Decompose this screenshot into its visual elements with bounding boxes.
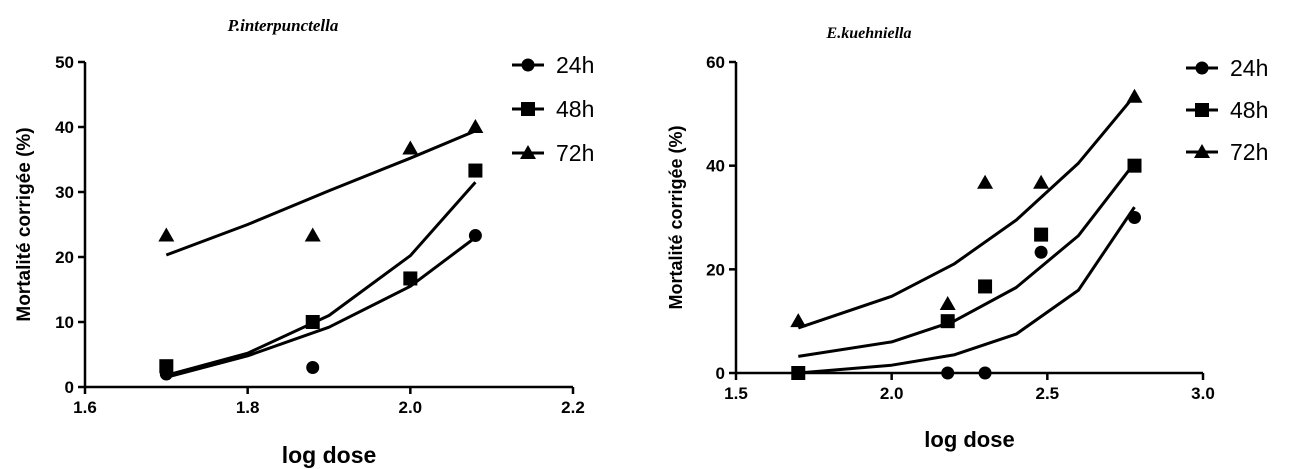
x-axis-label: log dose — [924, 427, 1014, 452]
fit-curve-72h — [165, 129, 476, 257]
data-point-72h — [1033, 174, 1050, 189]
fit-curve-48h — [165, 181, 477, 377]
data-point-48h — [1127, 158, 1142, 173]
data-point-48h — [305, 315, 320, 329]
x-tick-label: 2.0 — [399, 398, 423, 417]
fit-curve-24h — [798, 206, 1136, 375]
legend-marker-24h — [1195, 61, 1209, 75]
y-tick-label: 20 — [706, 260, 725, 279]
y-axis-label: Mortalité corrigée (%) — [14, 127, 35, 321]
y-tick-label: 60 — [706, 53, 725, 72]
y-tick-label: 10 — [55, 313, 74, 332]
y-tick-label: 30 — [55, 183, 74, 202]
y-tick-label: 0 — [65, 378, 74, 397]
data-point-72h — [1126, 88, 1143, 103]
x-tick-label: 2.0 — [880, 384, 904, 403]
legend-label-24h: 24h — [1230, 55, 1268, 81]
data-point-24h — [1128, 211, 1142, 224]
legend-marker-72h — [1194, 144, 1210, 158]
chart-panel-2: E.kuehniella 0 20 40 60 1.5 2.0 2.5 3.0 log dose M… — [666, 25, 1268, 452]
legend-marker-48h — [521, 102, 535, 116]
chart-panel-1: P.interpunctella 0 10 20 30 40 50 1.6 1.8 2.0 2.2 l… — [14, 16, 594, 468]
data-point-24h — [978, 366, 992, 380]
x-tick-label: 2.5 — [1036, 384, 1060, 403]
data-point-72h — [467, 119, 484, 133]
data-point-48h — [978, 279, 993, 294]
data-point-24h — [941, 366, 955, 380]
data-point-72h — [939, 296, 956, 311]
fit-curve-48h — [798, 162, 1136, 358]
data-point-72h — [790, 313, 807, 328]
data-point-72h — [977, 174, 994, 189]
data-point-24h — [306, 361, 320, 374]
data-point-48h — [791, 366, 806, 380]
x-tick-label: 3.0 — [1191, 384, 1215, 403]
y-axis-label: Mortalité corrigée (%) — [666, 125, 686, 309]
data-point-24h — [468, 229, 482, 243]
y-tick-label: 40 — [55, 118, 74, 137]
fit-curve-24h — [165, 236, 477, 379]
fit-curve-72h — [797, 94, 1136, 330]
legend-label-72h: 72h — [556, 140, 594, 166]
chart-title: E.kuehniella — [826, 25, 912, 42]
data-point-48h — [159, 359, 174, 374]
y-tick-label: 40 — [706, 157, 725, 176]
legend-label-48h: 48h — [1230, 97, 1268, 123]
legend-marker-24h — [521, 58, 535, 72]
data-point-48h — [940, 314, 955, 329]
x-tick-label: 1.5 — [724, 384, 748, 403]
legend-marker-48h — [1195, 103, 1209, 117]
x-tick-label: 1.8 — [236, 398, 260, 417]
x-axis-label: log dose — [282, 442, 377, 468]
data-point-48h — [403, 271, 418, 286]
data-point-72h — [158, 227, 175, 242]
data-point-72h — [402, 140, 419, 155]
data-point-72h — [304, 227, 321, 242]
legend-label-24h: 24h — [556, 52, 594, 78]
data-point-48h — [1034, 227, 1049, 242]
y-tick-label: 0 — [716, 364, 725, 383]
y-tick-label: 20 — [55, 248, 74, 267]
y-tick-label: 50 — [55, 53, 74, 72]
chart-title: P.interpunctella — [227, 16, 339, 35]
legend-marker-72h — [520, 145, 536, 159]
data-point-48h — [468, 163, 483, 178]
x-tick-label: 1.6 — [73, 398, 97, 417]
x-tick-label: 2.2 — [561, 398, 585, 417]
data-point-24h — [1034, 245, 1048, 259]
legend-label-72h: 72h — [1230, 139, 1268, 165]
legend-label-48h: 48h — [556, 96, 594, 122]
